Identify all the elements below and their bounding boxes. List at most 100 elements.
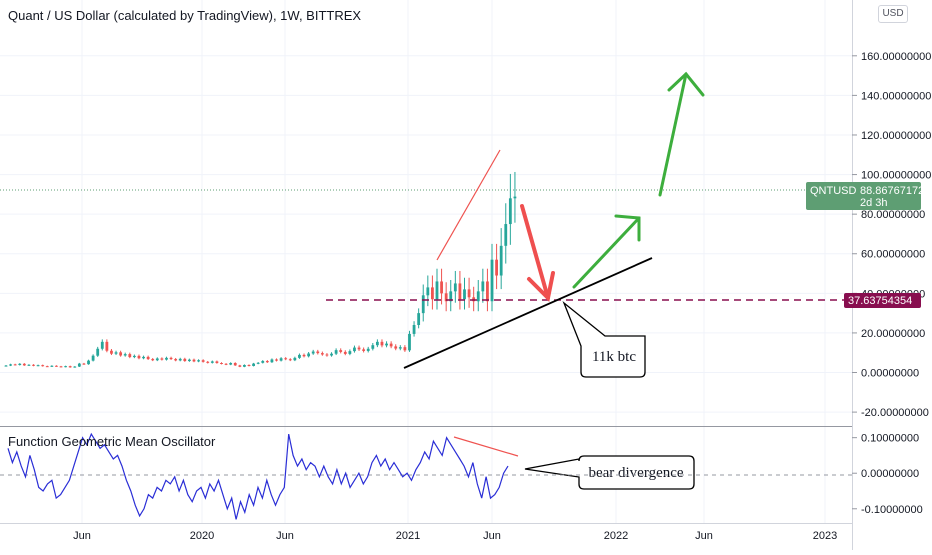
callout-11k-bubble bbox=[562, 300, 646, 378]
candle-body bbox=[183, 358, 187, 362]
candle-body bbox=[467, 289, 471, 298]
candle-body bbox=[307, 353, 311, 357]
y-tick-label: 140.00000000 bbox=[861, 90, 931, 102]
x-tick-label: 2023 bbox=[813, 530, 837, 542]
candle-body bbox=[165, 357, 168, 360]
candle-body bbox=[339, 350, 343, 352]
candle-body bbox=[362, 349, 366, 351]
candle-body bbox=[375, 341, 379, 346]
y-tick-label: 160.00000000 bbox=[861, 51, 931, 63]
candle-body bbox=[45, 366, 49, 368]
candle-body bbox=[394, 346, 398, 349]
candle-body bbox=[229, 363, 233, 365]
candle-body bbox=[87, 360, 90, 365]
y-tick-label: -20.00000000 bbox=[861, 407, 929, 419]
candle-body bbox=[155, 358, 159, 361]
candle-body bbox=[96, 348, 100, 356]
candle-body bbox=[353, 347, 356, 352]
candle-body bbox=[284, 358, 288, 360]
candle-body bbox=[247, 364, 251, 366]
current-price-value: 88.86767172 bbox=[860, 185, 924, 197]
candle-body bbox=[220, 363, 223, 365]
candle-body bbox=[22, 363, 26, 366]
x-tick-label: Jun bbox=[73, 530, 91, 542]
candle-body bbox=[513, 196, 517, 199]
candle-body bbox=[105, 341, 109, 351]
candle-body bbox=[325, 354, 329, 356]
candle-body bbox=[178, 358, 182, 361]
candle-body bbox=[265, 361, 269, 363]
current-price-countdown: 2d 3h bbox=[860, 197, 888, 209]
candle-body bbox=[440, 281, 443, 294]
price-divergence-line bbox=[436, 149, 501, 261]
candle-body bbox=[174, 359, 178, 361]
candle-body bbox=[490, 259, 494, 302]
candle-body bbox=[224, 363, 228, 365]
candle-body bbox=[73, 366, 77, 368]
candle-body bbox=[142, 356, 145, 359]
osc-tick-label: -0.10000000 bbox=[861, 504, 923, 516]
candle-body bbox=[330, 353, 333, 356]
candle-body bbox=[366, 348, 370, 351]
candle-body bbox=[288, 359, 292, 361]
candle-body bbox=[453, 283, 457, 292]
candle-body bbox=[348, 351, 352, 354]
candle-body bbox=[458, 283, 462, 300]
candle-body bbox=[421, 295, 425, 314]
candle-body bbox=[334, 350, 338, 354]
candle-body bbox=[110, 350, 113, 354]
current-price-label[interactable]: QNTUSD 88.86767172 2d 3h bbox=[806, 182, 924, 210]
candle-body bbox=[476, 291, 480, 302]
candle-body bbox=[128, 354, 132, 358]
y-tick-label: 20.00000000 bbox=[861, 328, 925, 340]
candle-body bbox=[32, 364, 35, 366]
grid-lines bbox=[0, 0, 852, 523]
candle-body bbox=[146, 356, 150, 360]
candle-body bbox=[449, 291, 453, 302]
candle-body bbox=[64, 366, 68, 368]
candle-body bbox=[4, 365, 8, 367]
candle-body bbox=[27, 364, 31, 366]
x-tick-label: Jun bbox=[276, 530, 294, 542]
candle-body bbox=[77, 363, 81, 367]
candle-body bbox=[238, 365, 242, 367]
candle-body bbox=[403, 347, 407, 351]
candle-body bbox=[398, 347, 402, 349]
candle-body bbox=[385, 343, 388, 346]
red-down-arrow bbox=[520, 204, 555, 303]
x-axis-ticks: Jun 2020 Jun 2021 Jun 2022 Jun 2023 bbox=[73, 530, 837, 542]
candle-body bbox=[100, 341, 104, 349]
candle-body bbox=[495, 259, 498, 276]
oscillator-y-ticks: 0.10000000 0.00000000 -0.10000000 bbox=[852, 433, 923, 516]
y-tick-label: 80.00000000 bbox=[861, 209, 925, 221]
green-up-arrow-2 bbox=[658, 71, 705, 197]
candle-body bbox=[380, 341, 384, 346]
candle-body bbox=[206, 361, 210, 363]
callout-bear-bubble bbox=[524, 455, 695, 490]
candles bbox=[4, 171, 517, 368]
candle-body bbox=[18, 363, 22, 365]
candle-body bbox=[59, 366, 63, 368]
candle-body bbox=[435, 281, 439, 300]
x-tick-label: 2020 bbox=[190, 530, 214, 542]
green-up-arrow-1 bbox=[572, 214, 641, 289]
osc-tick-label: 0.00000000 bbox=[861, 468, 919, 480]
level-price-label[interactable]: 37.63754354 bbox=[844, 293, 921, 308]
oscillator-divergence-line bbox=[453, 436, 519, 457]
candle-body bbox=[293, 357, 297, 361]
candle-body bbox=[55, 365, 58, 367]
candle-body bbox=[192, 359, 196, 362]
candle-body bbox=[252, 363, 255, 366]
candle-body bbox=[50, 365, 54, 367]
candle-body bbox=[431, 287, 434, 300]
osc-tick-label: 0.10000000 bbox=[861, 433, 919, 445]
chart-title: Quant / US Dollar (calculated by Trading… bbox=[8, 8, 362, 23]
candle-body bbox=[486, 281, 489, 302]
candle-body bbox=[256, 362, 260, 364]
candle-body bbox=[389, 343, 393, 347]
candle-body bbox=[36, 365, 40, 367]
callout-11k-text: 11k btc bbox=[592, 349, 636, 365]
currency-badge[interactable]: USD bbox=[878, 5, 908, 23]
candle-body bbox=[201, 360, 205, 362]
candle-body bbox=[463, 289, 466, 300]
